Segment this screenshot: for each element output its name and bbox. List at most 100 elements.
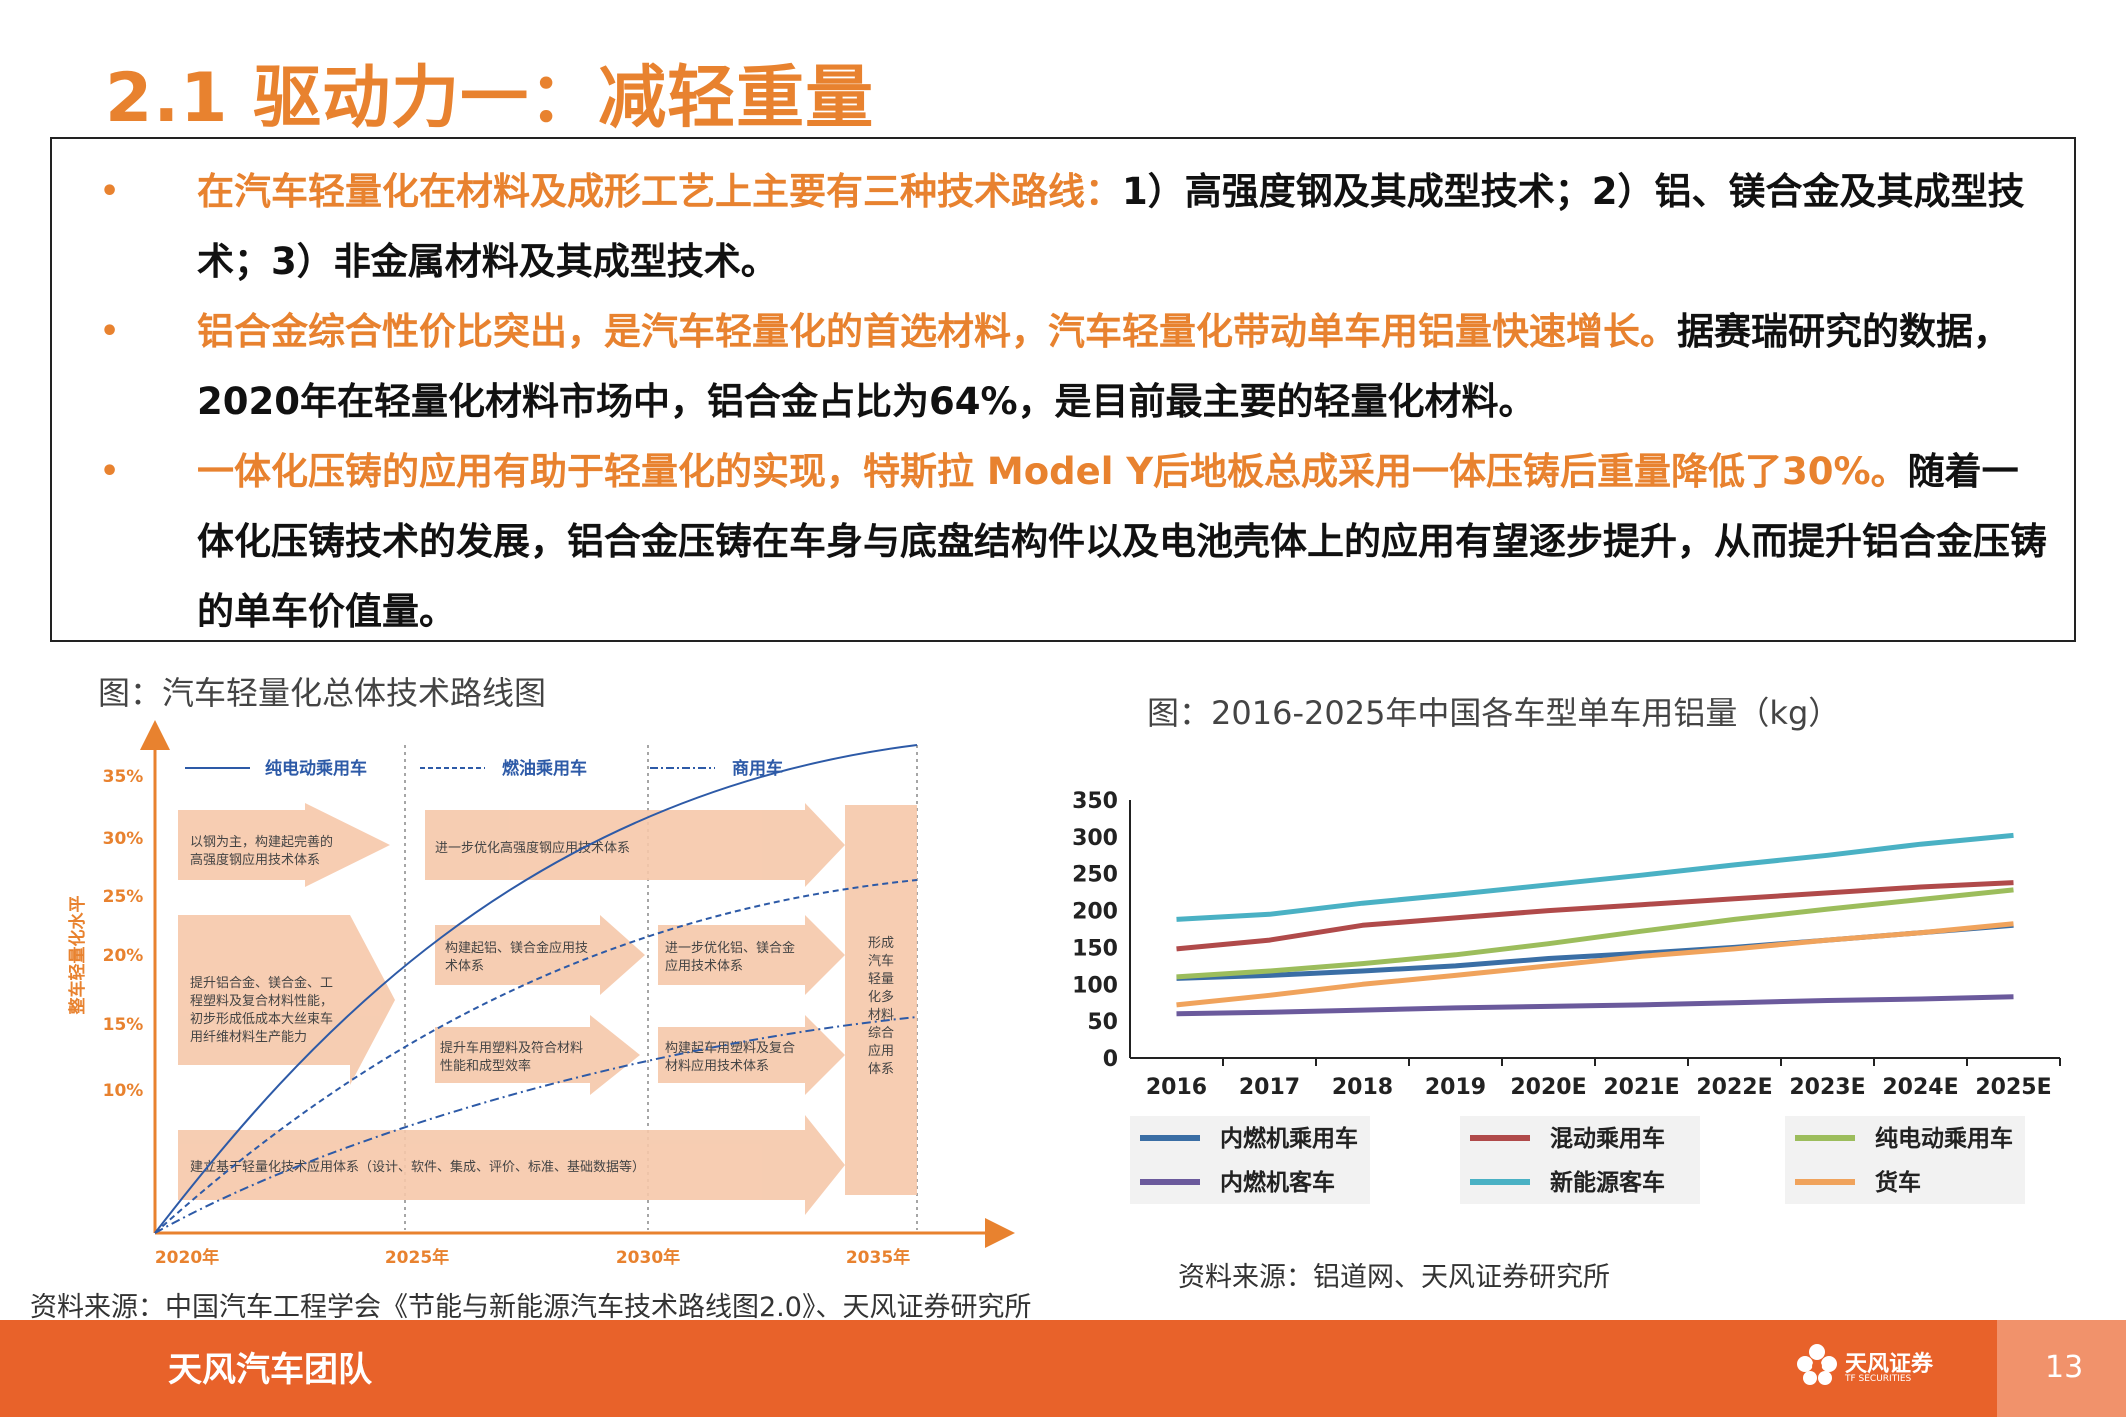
legend-label: 内燃机乘用车: [1220, 1125, 1358, 1152]
roadmap-arrow: [658, 1015, 845, 1095]
final-text: 体系: [868, 1062, 894, 1077]
final-text: 综合: [868, 1026, 894, 1041]
curve-commercial: [154, 1016, 918, 1234]
right-figure-caption: 图：2016-2025年中国各车型单车用铝量（kg）: [1147, 694, 1841, 732]
y-tick-label: 300: [1072, 826, 1118, 851]
x-tick-label: 2021E: [1603, 1075, 1679, 1100]
y-tick-label: 50: [1087, 1010, 1118, 1035]
bullet-item: • 在汽车轻量化在材料及成形工艺上主要有三种技术路线：1）高强度钢及其成型技术；2…: [82, 157, 2054, 297]
series-line: [1176, 880, 2014, 952]
series-line: [1176, 921, 2014, 1008]
x-tick-label: 2016: [1146, 1075, 1207, 1100]
summary-box: • 在汽车轻量化在材料及成形工艺上主要有三种技术路线：1）高强度钢及其成型技术；2…: [50, 137, 2076, 642]
bullet-item: • 铝合金综合性价比突出，是汽车轻量化的首选材料，汽车轻量化带动单车用铝量快速增长…: [82, 297, 2054, 437]
roadmap-arrow: [178, 1115, 845, 1215]
y-tick-label: 150: [1072, 936, 1118, 961]
final-text: 汽车: [868, 953, 894, 969]
x-tick-label: 2023E: [1789, 1075, 1865, 1100]
x-tick: 2030年: [616, 1247, 680, 1268]
arrow-text: 进一步优化铝、镁合金: [665, 940, 795, 956]
roadmap-diagram: 整车轻量化水平 35% 30% 25% 20% 15% 10% 2020年 20…: [67, 720, 1015, 1268]
y-tick: 15%: [103, 1015, 144, 1035]
x-tick-label: 2017: [1239, 1075, 1300, 1100]
bullet-highlight: 在汽车轻量化在材料及成形工艺上主要有三种技术路线：: [197, 170, 1122, 213]
roadmap-arrow: [658, 915, 845, 995]
x-tick: 2025年: [385, 1247, 449, 1268]
arrow-text: 提升铝合金、镁合金、工: [190, 975, 333, 991]
arrow-text: 以钢为主，构建起完善的: [190, 834, 333, 850]
bullet-dot-icon: •: [100, 314, 120, 349]
arrow-text: 提升车用塑料及符合材料: [440, 1040, 583, 1056]
bullet-text: 随着一体化压铸技术的发展，铝合金压铸在车身与底盘结构件以及电池壳体上的应用有望逐…: [197, 450, 2047, 633]
bullet-item: • 一体化压铸的应用有助于轻量化的实现，特斯拉 Model Y后地板总成采用一体压…: [82, 437, 2054, 647]
left-figure-caption: 图：汽车轻量化总体技术路线图: [98, 674, 547, 712]
arrow-text: 应用技术体系: [665, 958, 743, 974]
legend-label: 货车: [1875, 1169, 1921, 1196]
logo-text: 天风证券: [1845, 1352, 1934, 1377]
arrow-text: 进一步优化高强度钢应用技术体系: [435, 840, 630, 856]
legend-label: 燃油乘用车: [502, 758, 587, 779]
bullet-highlight: 一体化压铸的应用有助于轻量化的实现，特斯拉 Model Y后地板总成采用一体压铸…: [197, 450, 1908, 493]
arrow-text: 高强度钢应用技术体系: [190, 852, 320, 868]
bullet-list: • 在汽车轻量化在材料及成形工艺上主要有三种技术路线：1）高强度钢及其成型技术；2…: [82, 157, 2054, 647]
arrow-text: 构建起车用塑料及复合: [665, 1040, 795, 1056]
arrow-text: 材料应用技术体系: [665, 1058, 769, 1074]
legend-label: 新能源客车: [1550, 1169, 1665, 1196]
bullet-text: 1）高强度钢及其成型技术；2）铝、镁合金及其成型技术；3）非金属材料及其成型技术…: [197, 170, 2025, 283]
left-figure-source: 资料来源：中国汽车工程学会《节能与新能源汽车技术路线图2.0》、天风证券研究所: [30, 1292, 1032, 1323]
y-tick: 35%: [103, 767, 144, 787]
arrow-text: 术体系: [445, 959, 484, 974]
arrow-text: 程塑料及复合材料性能，: [190, 994, 333, 1009]
x-tick-label: 2020E: [1510, 1075, 1586, 1100]
arrow-text: 构建起铝、镁合金应用技: [445, 940, 588, 956]
logo-subtext: TF SECURITIES: [1845, 1374, 1912, 1384]
flower-logo-icon: [1797, 1344, 1837, 1385]
series-line: [1176, 887, 2014, 980]
legend-label: 内燃机客车: [1220, 1169, 1335, 1196]
y-axis-label: 整车轻量化水平: [67, 896, 88, 1015]
arrow-text: 性能和成型效率: [440, 1058, 531, 1074]
x-tick-label: 2025E: [1975, 1075, 2051, 1100]
y-tick: 20%: [103, 946, 144, 966]
y-tick-label: 250: [1072, 863, 1118, 888]
y-tick: 25%: [103, 887, 144, 907]
final-text: 应用: [868, 1043, 894, 1059]
arrow-text: 初步形成低成本大丝束车: [190, 1011, 333, 1027]
page-title: 2.1 驱动力一：减轻重量: [105, 59, 875, 138]
final-text: 轻量: [868, 972, 894, 987]
roadmap-arrow: [178, 915, 395, 1085]
x-tick-label: 2019: [1425, 1075, 1486, 1100]
x-tick-label: 2018: [1332, 1075, 1393, 1100]
roadmap-arrow: [178, 803, 390, 887]
y-tick: 10%: [103, 1081, 144, 1101]
aluminium-line-chart: 0 50 100 150 200 250 300 350 2016 2017 2018 2019 20…: [1072, 789, 2061, 1204]
legend-label: 混动乘用车: [1550, 1125, 1665, 1152]
company-logo: 天风证券 TF SECURITIES: [1795, 1338, 1950, 1398]
x-tick: 2020年: [155, 1247, 219, 1268]
bullet-highlight: 铝合金综合性价比突出，是汽车轻量化的首选材料，汽车轻量化带动单车用铝量快速增长。: [197, 310, 1677, 353]
right-figure-source: 资料来源：铝道网、天风证券研究所: [1178, 1262, 1610, 1293]
final-text: 形成: [868, 936, 894, 951]
x-tick-label: 2024E: [1882, 1075, 1958, 1100]
legend-label: 纯电动乘用车: [1875, 1125, 2013, 1152]
y-tick-label: 100: [1072, 973, 1118, 998]
legend-label: 纯电动乘用车: [265, 758, 367, 779]
x-tick-label: 2022E: [1696, 1075, 1772, 1100]
bullet-dot-icon: •: [100, 174, 120, 209]
footer-bar: 天风汽车团队 天风证券 TF SECURITIES 13: [0, 1320, 2126, 1417]
y-tick-label: 350: [1072, 789, 1118, 814]
x-tick: 2035年: [846, 1247, 910, 1268]
final-text: 化多: [868, 989, 894, 1005]
y-tick: 30%: [103, 829, 144, 849]
roadmap-arrow: [435, 915, 645, 995]
series-line: [1176, 832, 2014, 922]
bullet-text: 据赛瑞研究的数据，2020年在轻量化材料市场中，铝合金占比为64%，是目前最主要…: [197, 310, 2010, 423]
legend-label: 商用车: [732, 758, 783, 779]
y-tick-label: 200: [1072, 900, 1118, 925]
y-tick-label: 0: [1103, 1047, 1118, 1072]
curve-bev: [154, 744, 918, 1234]
roadmap-arrow: [425, 803, 845, 887]
series-line: [1176, 994, 2014, 1017]
page-number: 13: [2045, 1350, 2084, 1385]
bullet-dot-icon: •: [100, 454, 120, 489]
